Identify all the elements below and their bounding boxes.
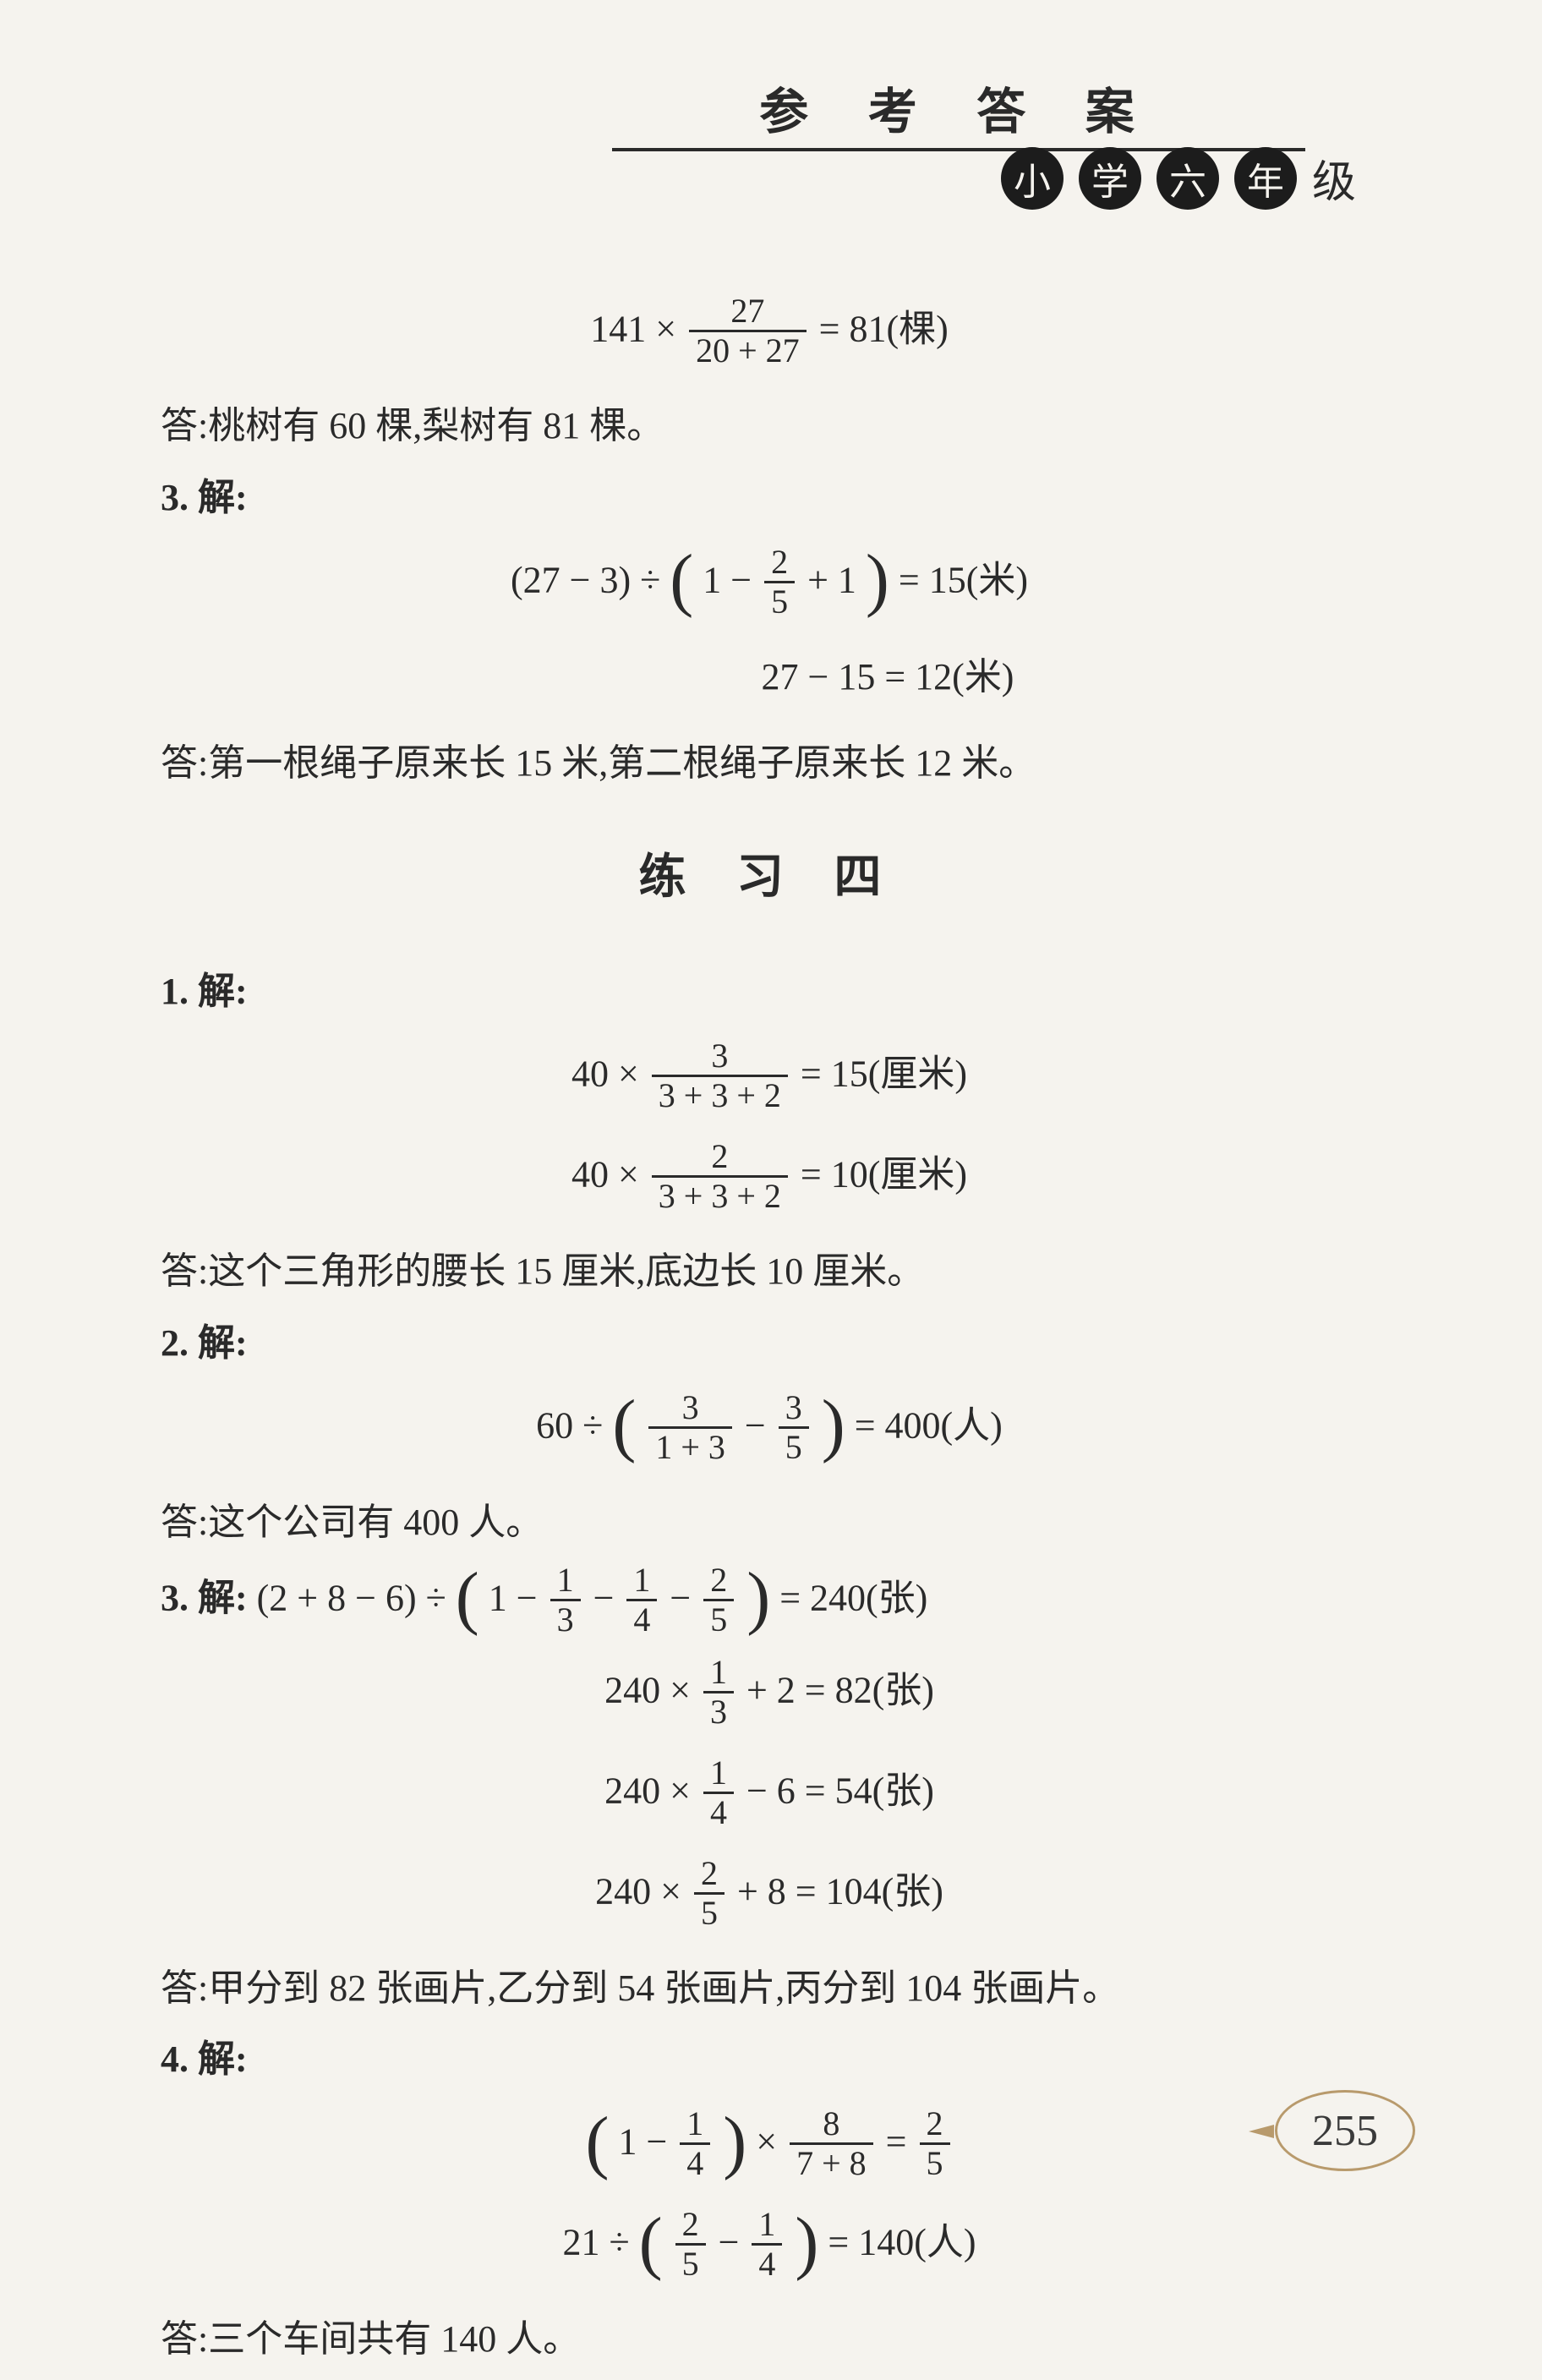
eq-text: + 2 = 82(张) [746, 1669, 934, 1710]
eq-text: = 240(张) [779, 1577, 927, 1618]
eq-text: = 10(厘米) [801, 1154, 967, 1195]
eq-text: × [756, 2121, 786, 2163]
eq-text: − [593, 1577, 624, 1618]
header-title: 参 考 答 案 [612, 72, 1305, 143]
equation: 27 − 15 = 12(米) [161, 646, 1378, 709]
fraction: 25 [694, 1855, 725, 1932]
paren-close-icon: ) [746, 1558, 770, 1637]
eq-text: 40 × [571, 1154, 648, 1195]
eq-text: 1 − [618, 2121, 676, 2163]
eq-text: 60 ÷ [536, 1404, 612, 1446]
equation: 240 × 14 − 6 = 54(张) [161, 1756, 1378, 1833]
grade-badges: 小 学 六 年 级 [1001, 146, 1356, 210]
fraction: 31 + 3 [648, 1389, 732, 1466]
eq-text: (2 + 8 − 6) ÷ [257, 1577, 456, 1618]
paren-close-icon: ) [822, 1386, 845, 1464]
equation: 240 × 25 + 8 = 104(张) [161, 1857, 1378, 1934]
fraction: 25 [675, 2206, 706, 2283]
paren-close-icon: ) [723, 2103, 746, 2181]
eq-text: 27 − 15 = 12(米) [762, 646, 1014, 709]
paren-close-icon: ) [866, 540, 889, 619]
eq-text: = [886, 2121, 916, 2163]
equation: (27 − 3) ÷ ( 1 − 25 + 1 ) = 15(米) [161, 545, 1378, 622]
fraction: 2720 + 27 [689, 293, 807, 369]
fraction: 23 + 3 + 2 [652, 1138, 788, 1215]
equation: 141 × 2720 + 27 = 81(棵) [161, 294, 1378, 371]
header: 参 考 答 案 [612, 72, 1305, 151]
eq-text: = 81(棵) [819, 309, 949, 350]
eq-text: + 8 = 104(张) [737, 1870, 943, 1912]
answer-text: 答:这个公司有 400 人。 [161, 1491, 1378, 1555]
badge-char: 小 [1001, 147, 1064, 210]
eq-text: 240 × [604, 1669, 700, 1710]
eq-text: − 6 = 54(张) [746, 1770, 934, 1811]
eq-text: 240 × [595, 1870, 691, 1912]
fraction: 25 [703, 1562, 734, 1639]
paren-open-icon: ( [670, 540, 693, 619]
fraction: 25 [920, 2105, 950, 2182]
content: 141 × 2720 + 27 = 81(棵) 答:桃树有 60 棵,梨树有 8… [161, 279, 1378, 2380]
eq-text: (27 − 3) ÷ [511, 559, 670, 600]
fraction: 33 + 3 + 2 [652, 1037, 788, 1114]
paren-open-icon: ( [456, 1558, 479, 1637]
page-number: 255 [1275, 2090, 1415, 2171]
eq-text: + 1 [807, 559, 856, 600]
fraction: 13 [550, 1562, 581, 1639]
equation: 40 × 33 + 3 + 2 = 15(厘米) [161, 1039, 1378, 1116]
problem-label: 2. 解: [161, 1312, 1378, 1376]
answer-text: 答:第一根绳子原来长 15 米,第二根绳子原来长 12 米。 [161, 732, 1378, 796]
eq-text: − [745, 1404, 775, 1446]
fraction: 14 [680, 2105, 710, 2182]
problem-label: 3. 解: [161, 467, 1378, 530]
eq-text: 21 ÷ [562, 2222, 638, 2263]
fraction: 35 [779, 1389, 809, 1466]
fraction: 13 [703, 1654, 734, 1731]
equation: 240 × 13 + 2 = 82(张) [161, 1655, 1378, 1732]
answer-text: 答:甲分到 82 张画片,乙分到 54 张画片,丙分到 104 张画片。 [161, 1957, 1378, 2021]
eq-text: = 15(米) [899, 559, 1028, 600]
answer-text: 答:这个三角形的腰长 15 厘米,底边长 10 厘米。 [161, 1240, 1378, 1304]
problem-label: 4. 解: [161, 2028, 1378, 2092]
section-title: 练 习 四 [161, 836, 1378, 916]
eq-text: 40 × [571, 1053, 648, 1095]
paren-open-icon: ( [612, 1386, 636, 1464]
eq-text: = 15(厘米) [801, 1053, 967, 1095]
eq-text: − [670, 1577, 700, 1618]
page: 参 考 答 案 小 学 六 年 级 141 × 2720 + 27 = 81(棵… [0, 0, 1542, 2273]
problem-label: 1. 解: [161, 960, 1378, 1024]
fraction: 14 [703, 1754, 734, 1831]
eq-text: 141 × [590, 309, 676, 350]
paren-close-icon: ) [795, 2203, 818, 2282]
paren-open-icon: ( [585, 2103, 609, 2181]
badge-char: 年 [1234, 147, 1297, 210]
equation: 21 ÷ ( 25 − 14 ) = 140(人) [161, 2208, 1378, 2284]
badge-char: 六 [1156, 147, 1219, 210]
fraction: 14 [626, 1562, 657, 1639]
answer-text: 答:三个车间共有 140 人。 [161, 2308, 1378, 2372]
paren-open-icon: ( [639, 2203, 663, 2282]
equation: ( 1 − 14 ) × 87 + 8 = 25 [161, 2107, 1378, 2184]
fraction: 25 [764, 544, 795, 621]
eq-text: 1 − [489, 1577, 547, 1618]
eq-text: 1 − [703, 559, 761, 600]
badge-plain-char: 级 [1312, 146, 1356, 210]
eq-text: 240 × [604, 1770, 700, 1811]
eq-text: = 400(人) [855, 1404, 1003, 1446]
fraction: 87 + 8 [790, 2105, 873, 2182]
equation: 40 × 23 + 3 + 2 = 10(厘米) [161, 1140, 1378, 1217]
answer-text: 答:桃树有 60 棵,梨树有 81 棵。 [161, 395, 1378, 458]
problem-label: 3. 解: (2 + 8 − 6) ÷ ( 1 − 13 − 14 − 25 )… [161, 1563, 1378, 1640]
equation: 60 ÷ ( 31 + 3 − 35 ) = 400(人) [161, 1391, 1378, 1468]
badge-char: 学 [1079, 147, 1141, 210]
eq-text: = 140(人) [828, 2222, 976, 2263]
fraction: 14 [752, 2206, 782, 2283]
eq-text: − [719, 2222, 749, 2263]
